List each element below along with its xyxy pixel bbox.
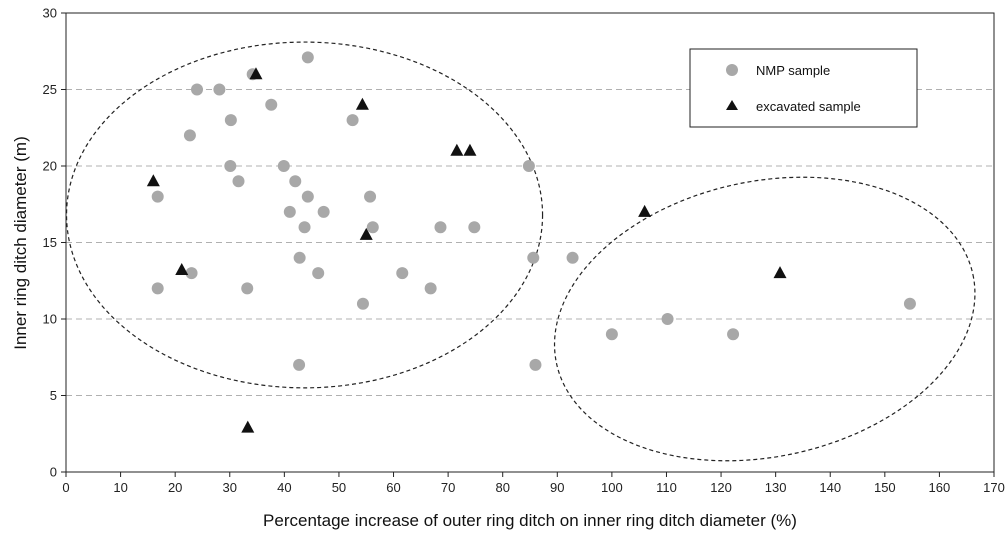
nmp-point-35 — [605, 328, 618, 341]
excavated-point-3 — [450, 143, 464, 156]
cluster-ellipse-1 — [65, 41, 544, 389]
legend-nmp-label: NMP sample — [756, 63, 830, 78]
nmp-point-1 — [301, 51, 314, 64]
excavated-point-9 — [773, 266, 787, 279]
excavated-point-4 — [463, 143, 477, 156]
nmp-point-7 — [224, 114, 237, 127]
excavated-point-7 — [359, 227, 373, 240]
nmp-point-18 — [317, 205, 330, 218]
excavated-point-8 — [175, 263, 189, 276]
excavated-point-1 — [249, 67, 263, 80]
x-tick-label-0: 0 — [62, 480, 69, 495]
x-tick-label-80: 80 — [495, 480, 509, 495]
nmp-point-24 — [527, 251, 540, 264]
nmp-point-13 — [289, 175, 302, 188]
nmp-point-16 — [364, 190, 377, 203]
nmp-point-11 — [522, 160, 535, 172]
x-tick-label-140: 140 — [819, 480, 841, 495]
nmp-point-36 — [727, 328, 740, 341]
nmp-point-10 — [277, 160, 290, 172]
x-tick-label-90: 90 — [550, 480, 564, 495]
x-tick-label-30: 30 — [223, 480, 237, 495]
excavated-point-10 — [241, 420, 255, 433]
y-tick-label-20: 20 — [43, 159, 57, 174]
cluster-ellipses — [65, 41, 976, 462]
nmp-point-32 — [356, 297, 369, 310]
nmp-point-19 — [298, 221, 311, 234]
y-tick-label-5: 5 — [50, 388, 57, 403]
excavated-point-2 — [355, 97, 369, 110]
nmp-point-12 — [232, 175, 245, 188]
nmp-point-31 — [424, 282, 437, 295]
nmp-point-14 — [151, 190, 164, 203]
nmp-point-9 — [224, 160, 237, 172]
nmp-point-15 — [301, 190, 314, 203]
y-tick-label-15: 15 — [43, 235, 57, 250]
nmp-point-22 — [468, 221, 481, 234]
gridlines — [66, 89, 994, 396]
nmp-point-26 — [185, 267, 198, 280]
x-tick-label-70: 70 — [441, 480, 455, 495]
x-tick-label-160: 160 — [929, 480, 951, 495]
nmp-point-20 — [366, 221, 379, 234]
legend: NMP sample excavated sample — [689, 48, 918, 128]
cluster-ellipse-2 — [553, 176, 976, 462]
nmp-point-28 — [396, 267, 409, 280]
y-tick-label-0: 0 — [50, 465, 57, 480]
x-tick-label-100: 100 — [601, 480, 623, 495]
nmp-point-25 — [566, 251, 579, 264]
excavated-point-5 — [146, 174, 160, 187]
excavated-point-6 — [638, 204, 652, 217]
x-tick-label-20: 20 — [168, 480, 182, 495]
y-axis-title: Inner ring ditch diameter (m) — [11, 136, 30, 350]
nmp-point-33 — [903, 297, 916, 310]
legend-excavated-label: excavated sample — [756, 99, 861, 114]
nmp-point-27 — [312, 267, 325, 280]
nmp-point-8 — [346, 114, 359, 127]
x-tick-label-40: 40 — [277, 480, 291, 495]
x-axis-title: Percentage increase of outer ring ditch … — [263, 511, 797, 530]
nmp-point-3 — [191, 83, 204, 96]
y-tick-label-25: 25 — [43, 82, 57, 97]
x-tick-label-50: 50 — [332, 480, 346, 495]
legend-excavated-marker — [726, 100, 738, 110]
nmp-point-34 — [661, 313, 674, 325]
nmp-point-37 — [293, 358, 306, 371]
legend-box — [689, 48, 918, 128]
nmp-point-29 — [151, 282, 164, 295]
nmp-point-4 — [213, 83, 226, 96]
nmp-point-17 — [283, 205, 296, 218]
nmp-point-30 — [241, 282, 254, 295]
x-tick-label-10: 10 — [113, 480, 127, 495]
axes: 0 10 20 30 40 50 60 70 80 90 100 110 120 130 140 150 160… — [43, 6, 1005, 496]
x-tick-label-170: 170 — [983, 480, 1005, 495]
nmp-point-21 — [434, 221, 447, 234]
y-tick-label-10: 10 — [43, 312, 57, 327]
legend-nmp-marker — [726, 64, 738, 76]
x-tick-label-150: 150 — [874, 480, 896, 495]
nmp-point-6 — [183, 129, 196, 142]
x-tick-label-110: 110 — [656, 480, 677, 495]
nmp-point-5 — [265, 98, 278, 111]
nmp-point-23 — [293, 251, 306, 264]
x-tick-label-130: 130 — [765, 480, 787, 495]
x-tick-label-120: 120 — [710, 480, 732, 495]
x-tick-label-60: 60 — [386, 480, 400, 495]
nmp-point-38 — [529, 358, 542, 371]
y-tick-label-30: 30 — [43, 6, 57, 21]
data-points — [146, 51, 916, 433]
